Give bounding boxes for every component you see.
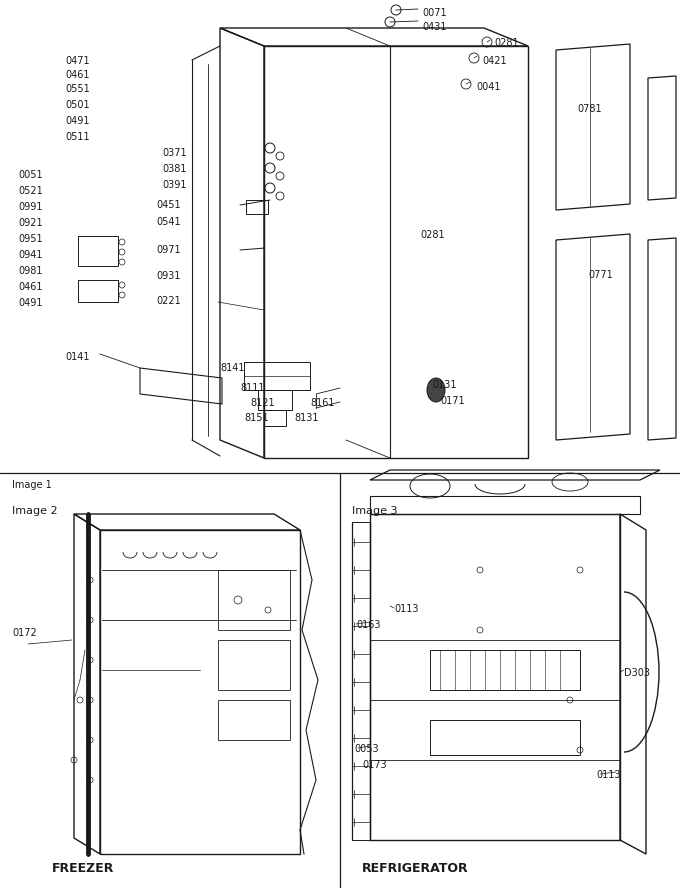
Text: 0551: 0551: [65, 84, 90, 94]
Ellipse shape: [427, 378, 445, 402]
Text: 8131: 8131: [294, 413, 318, 423]
Text: 0113: 0113: [596, 770, 620, 780]
Text: 0471: 0471: [65, 56, 90, 66]
Bar: [430, 650, 580, 690]
Text: Image 2: Image 2: [12, 506, 58, 516]
Text: 0391: 0391: [162, 180, 186, 190]
Text: 0511: 0511: [65, 132, 90, 142]
Bar: [370, 496, 640, 514]
Text: 0951: 0951: [18, 234, 43, 244]
Bar: [218, 700, 290, 740]
Text: 0971: 0971: [156, 245, 181, 255]
Text: 8151: 8151: [244, 413, 269, 423]
Text: 0071: 0071: [422, 8, 447, 18]
Text: 0451: 0451: [156, 200, 181, 210]
Bar: [246, 200, 268, 214]
Text: 0173: 0173: [362, 760, 387, 770]
Text: 0163: 0163: [356, 620, 381, 630]
Text: D303: D303: [624, 668, 650, 678]
Text: 0771: 0771: [588, 270, 613, 280]
Text: 0941: 0941: [18, 250, 42, 260]
Text: 0521: 0521: [18, 186, 43, 196]
Bar: [218, 640, 290, 690]
Text: 0171: 0171: [440, 396, 464, 406]
Text: 0491: 0491: [65, 116, 90, 126]
Text: 0381: 0381: [162, 164, 186, 174]
Bar: [430, 720, 580, 755]
Text: 0371: 0371: [162, 148, 186, 158]
Text: 0131: 0131: [432, 380, 456, 390]
Text: 8111: 8111: [240, 383, 265, 393]
Text: 0981: 0981: [18, 266, 42, 276]
Text: 0221: 0221: [156, 296, 181, 306]
Text: 8161: 8161: [310, 398, 335, 408]
Text: Image 1: Image 1: [12, 480, 52, 490]
Text: 0041: 0041: [476, 82, 500, 92]
Text: 0491: 0491: [18, 298, 42, 308]
Text: 0113: 0113: [394, 604, 418, 614]
Text: 0781: 0781: [577, 104, 602, 114]
Bar: [78, 236, 118, 266]
Bar: [78, 280, 118, 302]
Bar: [218, 570, 290, 630]
Text: 0172: 0172: [12, 628, 37, 638]
Text: 0991: 0991: [18, 202, 42, 212]
Text: 8141: 8141: [220, 363, 245, 373]
Text: 0053: 0053: [354, 744, 379, 754]
Text: 0461: 0461: [18, 282, 42, 292]
Text: 0461: 0461: [65, 70, 90, 80]
Text: 0431: 0431: [422, 22, 447, 32]
Text: 0281: 0281: [420, 230, 445, 240]
Text: Image 3: Image 3: [352, 506, 398, 516]
Text: 8121: 8121: [250, 398, 275, 408]
Text: 0931: 0931: [156, 271, 180, 281]
Text: 0141: 0141: [65, 352, 90, 362]
Text: 0541: 0541: [156, 217, 181, 227]
Text: 0921: 0921: [18, 218, 43, 228]
Text: 0281: 0281: [494, 38, 519, 48]
Text: FREEZER: FREEZER: [52, 862, 114, 875]
Text: 0051: 0051: [18, 170, 43, 180]
Text: 0421: 0421: [482, 56, 507, 66]
Text: REFRIGERATOR: REFRIGERATOR: [362, 862, 469, 875]
Text: 0501: 0501: [65, 100, 90, 110]
